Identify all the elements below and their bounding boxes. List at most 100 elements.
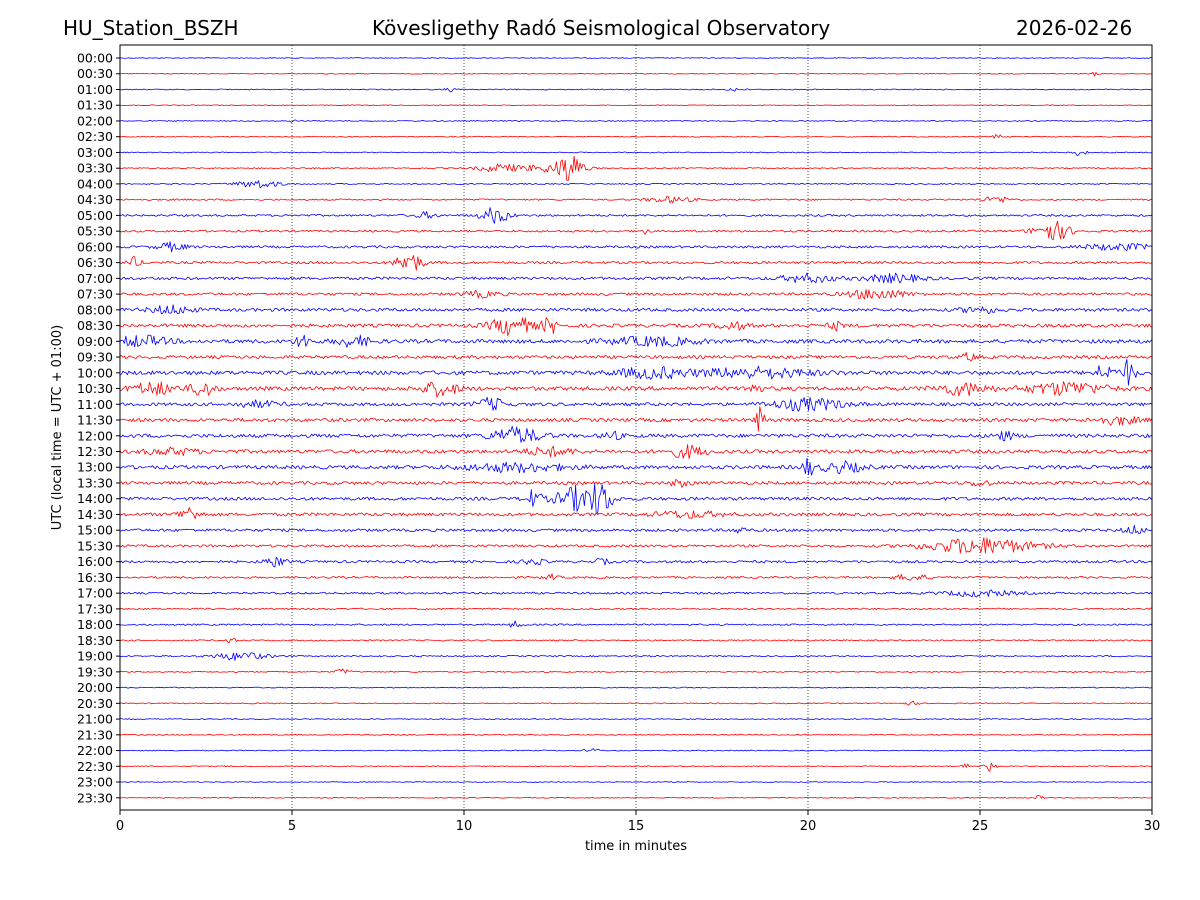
y-tick-label: 19:30 [77,664,113,679]
y-tick-label: 15:30 [77,538,113,553]
trace-2300 [119,781,1153,783]
x-tick-label: 5 [288,819,296,834]
trace-1500 [119,524,1153,534]
trace-0530 [119,220,1153,241]
trace-1700 [119,589,1153,598]
y-tick-label: 13:00 [77,460,113,475]
y-tick-label: 16:00 [77,554,113,569]
trace-2200 [119,748,1153,752]
y-tick-label: 20:30 [77,696,113,711]
trace-1830 [119,638,1153,644]
x-tick-labels: 0 5 10 15 20 25 30 [116,810,1160,834]
trace-1200 [119,425,1153,443]
trace-2000 [119,686,1153,689]
y-tick-label: 18:00 [77,617,113,632]
trace-0730 [120,289,1153,300]
y-tick-label: 20:00 [77,680,113,695]
trace-1630 [119,573,1153,581]
trace-2030 [119,700,1153,706]
trace-1030 [119,381,1153,398]
plot-date: 2026-02-26 [1016,16,1133,40]
y-tick-label: 05:30 [77,224,113,239]
trace-0600 [119,241,1153,253]
grid-lines [291,45,981,810]
trace-1130 [119,406,1153,432]
y-tick-label: 17:30 [77,601,113,616]
y-tick-label: 06:30 [77,255,113,270]
y-tick-label: 21:30 [77,727,113,742]
y-tick-label: 00:30 [77,66,113,81]
y-tick-label: 02:30 [77,129,113,144]
station-name: HU_Station_BSZH [63,16,239,40]
trace-2130 [119,733,1153,736]
y-tick-label: 15:00 [77,523,113,538]
y-tick-label: 12:00 [77,428,113,443]
y-tick-labels: 00:0000:3001:0001:3002:0002:3003:0003:30… [77,51,120,805]
y-tick-label: 00:00 [77,51,113,66]
y-tick-label: 23:30 [77,790,113,805]
trace-0230 [119,134,1153,139]
x-tick-label: 10 [456,819,473,834]
y-tick-label: 04:30 [77,192,113,207]
y-tick-label: 23:00 [77,775,113,790]
y-tick-label: 22:00 [77,743,113,758]
x-tick-label: 15 [628,819,645,834]
y-tick-label: 21:00 [77,712,113,727]
x-axis-label: time in minutes [585,839,687,854]
y-tick-label: 19:00 [77,649,113,664]
x-tick-label: 30 [1144,819,1161,834]
y-tick-label: 10:30 [77,381,113,396]
trace-1800 [119,620,1153,628]
y-tick-label: 11:30 [77,413,113,428]
trace-0330 [119,155,1153,182]
trace-0700 [119,272,1153,284]
y-tick-label: 13:30 [77,475,113,490]
trace-1600 [119,556,1153,568]
trace-0900 [119,334,1153,348]
y-tick-label: 03:00 [77,145,113,160]
trace-0130 [119,104,1153,107]
y-tick-label: 11:00 [77,397,113,412]
trace-1900 [119,652,1153,661]
trace-1300 [119,457,1153,476]
trace-0430 [119,195,1153,204]
trace-0830 [119,317,1153,336]
y-tick-label: 12:30 [77,444,113,459]
y-tick-label: 06:00 [77,239,113,254]
x-tick-label: 20 [800,819,817,834]
y-tick-label: 17:00 [77,586,113,601]
trace-0500 [119,207,1153,224]
y-axis-label: UTC (local time = UTC + 01:00) [50,325,65,530]
y-tick-label: 08:30 [77,318,113,333]
y-tick-label: 09:30 [77,350,113,365]
trace-2230 [119,762,1153,772]
trace-1730 [119,607,1153,611]
trace-0030 [119,71,1153,77]
y-tick-label: 07:30 [77,287,113,302]
trace-1400 [119,482,1153,514]
chart-title: Kövesligethy Radó Seismological Observat… [372,16,831,40]
trace-0800 [119,304,1153,315]
y-tick-label: 09:00 [77,334,113,349]
trace-0300 [119,150,1153,156]
x-tick-label: 0 [116,819,124,834]
y-tick-label: 14:30 [77,507,113,522]
y-tick-label: 01:30 [77,98,113,113]
trace-0630 [119,255,1153,271]
trace-1930 [119,668,1153,674]
y-tick-label: 08:00 [77,302,113,317]
y-tick-label: 22:30 [77,759,113,774]
trace-1000 [119,359,1153,386]
y-tick-label: 05:00 [77,208,113,223]
trace-1230 [119,444,1153,460]
y-tick-label: 18:30 [77,633,113,648]
trace-0200 [119,119,1153,123]
seismic-traces [119,57,1153,799]
x-tick-label: 25 [972,819,989,834]
trace-1530 [119,537,1153,554]
y-tick-label: 07:00 [77,271,113,286]
trace-2330 [119,795,1153,799]
trace-1100 [119,396,1153,412]
y-tick-label: 02:00 [77,113,113,128]
